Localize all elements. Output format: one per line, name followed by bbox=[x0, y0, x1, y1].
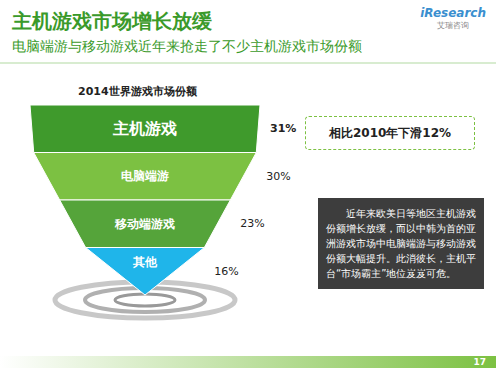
svg-text:16%: 16% bbox=[214, 265, 238, 278]
html-text:电脑端游与移动游戏近年来抢走了不少主机游戏市场份额: 电脑端游与移动游戏近年来抢走了不少主机游戏市场份额 bbox=[12, 38, 362, 54]
html-text:相比2010年下滑12%: 相比2010年下滑12% bbox=[328, 125, 452, 140]
svg-text:31%: 31% bbox=[270, 122, 296, 135]
svg-text:主机游戏: 主机游戏 bbox=[112, 119, 177, 138]
svg-text:电脑端游: 电脑端游 bbox=[121, 169, 169, 183]
html-text:主机游戏市场增长放缓: 主机游戏市场增长放缓 bbox=[12, 9, 212, 33]
svg-text:30%: 30% bbox=[266, 170, 290, 183]
html-text:近年来欧美日等地区主机游戏份额增长放缓，而以中韩为首的亚洲游: 近年来欧美日等地区主机游戏份额增长放缓，而以中韩为首的亚洲游戏市场中电脑端游与移… bbox=[326, 208, 476, 279]
svg-text:其他: 其他 bbox=[132, 255, 158, 269]
html-text:iResearch: iResearch bbox=[420, 6, 486, 20]
html-text:艾瑞咨询: 艾瑞咨询 bbox=[437, 21, 470, 30]
svg-text:23%: 23% bbox=[240, 217, 264, 230]
html-text:17: 17 bbox=[473, 357, 486, 367]
html-text:2014世界游戏市场份额: 2014世界游戏市场份额 bbox=[78, 85, 197, 98]
svg-text:移动端游戏: 移动端游戏 bbox=[114, 217, 175, 231]
